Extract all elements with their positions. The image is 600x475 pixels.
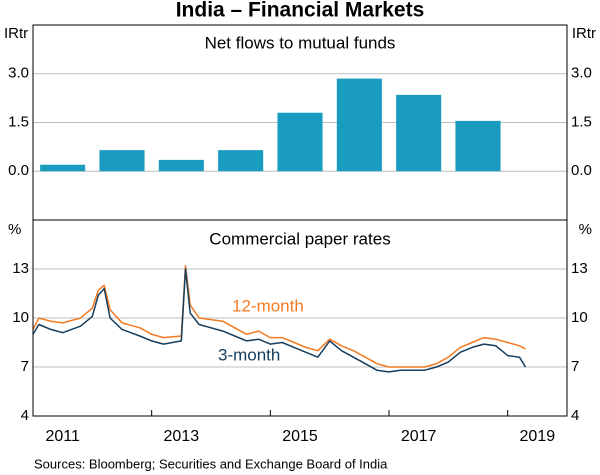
series-label: 12-month	[232, 296, 304, 315]
bar	[455, 120, 501, 172]
x-tick-label: 2019	[520, 428, 556, 445]
line-series	[32, 268, 527, 373]
x-tick-label: 2015	[282, 428, 318, 445]
y-unit: %	[8, 221, 21, 238]
y-unit: %	[579, 221, 592, 238]
y-tick-label: 3.0	[8, 65, 29, 82]
y-tick-label: 4	[571, 407, 579, 424]
series-label: 3-month	[218, 345, 280, 364]
line-series	[32, 264, 526, 368]
y-tick-label: 3.0	[571, 65, 592, 82]
bar	[336, 78, 382, 172]
x-tick-label: 2013	[164, 428, 200, 445]
y-unit: IRtr	[572, 25, 596, 42]
bar	[218, 150, 264, 172]
bar	[40, 164, 86, 172]
y-tick-label: 0.0	[571, 162, 592, 179]
bar	[396, 94, 442, 172]
panel-title: Net flows to mutual funds	[205, 33, 396, 52]
y-tick-label: 0.0	[8, 162, 29, 179]
y-tick-label: 10	[571, 309, 588, 326]
bar	[277, 112, 323, 172]
y-tick-label: 4	[21, 407, 29, 424]
plot-frame	[32, 219, 568, 417]
x-tick-label: 2011	[45, 428, 80, 445]
bar	[158, 159, 204, 172]
bar	[99, 150, 145, 172]
panel-title: Commercial paper rates	[209, 229, 390, 248]
source-note: Sources: Bloomberg; Securities and Excha…	[34, 456, 388, 471]
y-unit: IRtr	[4, 25, 28, 42]
y-tick-label: 13	[12, 260, 29, 277]
y-tick-label: 7	[571, 358, 579, 375]
chart-title: India – Financial Markets	[176, 0, 425, 22]
x-tick-label: 2017	[401, 428, 437, 445]
y-tick-label: 10	[12, 309, 29, 326]
y-tick-label: 13	[571, 260, 588, 277]
y-tick-label: 1.5	[8, 113, 29, 130]
y-tick-label: 1.5	[571, 113, 592, 130]
y-tick-label: 7	[21, 358, 29, 375]
